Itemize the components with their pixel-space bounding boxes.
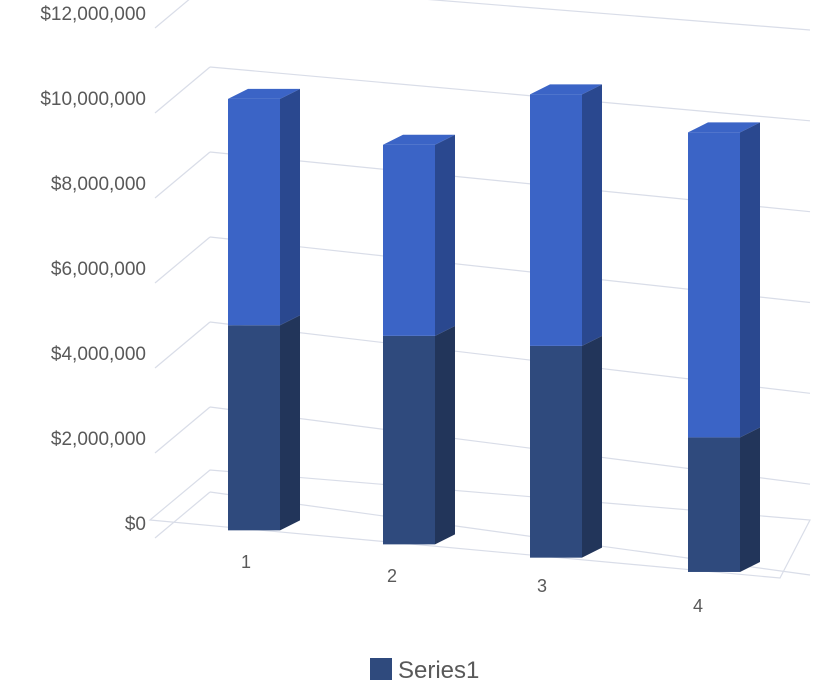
legend-label: Series1 [398, 657, 479, 684]
legend-swatch [370, 658, 392, 680]
x-category-label: 3 [537, 576, 547, 596]
bar-1 [228, 88, 300, 531]
x-axis-category-labels: 1 2 3 4 [241, 552, 703, 616]
bar-segment-upper-side [582, 84, 602, 346]
gridlines [154, 0, 811, 576]
bar-segment-series1-front [688, 437, 740, 572]
gridline [209, 66, 811, 122]
y-tick-label: $10,000,000 [40, 89, 146, 110]
legend: Series1 [370, 657, 479, 684]
y-tick-label: $2,000,000 [51, 429, 146, 450]
bars [228, 84, 760, 572]
gridline [427, 0, 811, 31]
bar-segment-upper-side [740, 122, 760, 438]
bar-segment-series1-front [530, 345, 582, 558]
bar-segment-series1-side [740, 427, 760, 572]
bar-2 [383, 134, 455, 545]
y-tick-label: $12,000,000 [40, 4, 146, 25]
x-category-label: 1 [241, 552, 251, 572]
floor-outline [148, 469, 811, 579]
x-category-label: 4 [693, 596, 703, 616]
bar-top [530, 84, 602, 95]
bar-top [383, 134, 455, 145]
y-tick-label: $6,000,000 [51, 259, 146, 280]
y-tick-label: $0 [125, 514, 146, 535]
bar-4 [688, 122, 760, 572]
gridline-side [154, 491, 211, 539]
gridline-side [154, 236, 211, 284]
x-category-label: 2 [387, 566, 397, 586]
bar-segment-upper-front [688, 132, 740, 438]
gridline-side [154, 321, 211, 369]
chart-floor [148, 469, 811, 579]
bar-3 [530, 84, 602, 558]
y-tick-label: $4,000,000 [51, 344, 146, 365]
bar-top [228, 88, 300, 99]
gridline-side [154, 406, 211, 454]
bar-segment-upper-front [228, 98, 280, 326]
bar-segment-series1-side [435, 325, 455, 545]
bar-segment-series1-side [582, 335, 602, 558]
bar-segment-upper-front [383, 144, 435, 336]
bar-segment-series1-front [228, 325, 280, 531]
gridline-side [154, 151, 211, 199]
bar-segment-upper-side [280, 88, 300, 326]
y-axis-tick-labels: $0 $2,000,000 $4,000,000 $6,000,000 $8,000,0… [40, 4, 146, 535]
gridline-side [154, 0, 190, 29]
bar-segment-series1-side [280, 315, 300, 531]
bar-segment-series1-front [383, 335, 435, 545]
bar-segment-upper-side [435, 134, 455, 336]
y-tick-label: $8,000,000 [51, 174, 146, 195]
bar-top [688, 122, 760, 133]
gridline-side [154, 66, 211, 114]
bar-segment-upper-front [530, 94, 582, 346]
